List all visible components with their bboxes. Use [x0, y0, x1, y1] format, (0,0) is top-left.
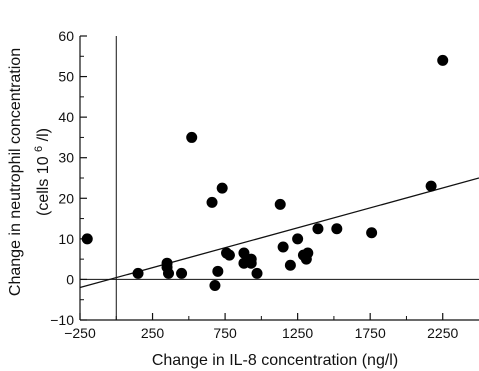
data-point	[245, 257, 257, 269]
y-tick-label: 30	[58, 150, 74, 166]
data-point	[312, 223, 324, 235]
y-axis-title-line1: Change in neutrophil concentration	[7, 48, 24, 296]
data-point	[331, 223, 343, 235]
x-tick-label: −250	[64, 325, 96, 341]
x-tick-label: 1750	[355, 325, 386, 341]
data-point	[366, 227, 378, 239]
x-axis-title: Change in IL-8 concentration (ng/l)	[152, 352, 398, 369]
data-point	[284, 259, 296, 271]
y-tick-label: 10	[58, 231, 74, 247]
y-tick-label: 20	[58, 190, 74, 206]
y-axis-unit-post: /l)	[35, 128, 52, 141]
data-point	[209, 280, 221, 292]
data-point	[277, 241, 289, 253]
y-axis-title: Change in neutrophil concentration (cell…	[7, 48, 52, 296]
data-point	[132, 267, 144, 279]
data-point	[81, 233, 93, 245]
y-tick-label: 60	[58, 28, 74, 44]
data-point	[238, 247, 250, 259]
x-tick-label: 750	[213, 325, 237, 341]
data-point	[176, 267, 188, 279]
y-tick-label: 50	[58, 69, 74, 85]
x-tick-label: 1250	[282, 325, 313, 341]
data-point	[425, 180, 437, 192]
y-tick-label: 0	[66, 271, 74, 287]
data-point	[163, 267, 175, 279]
y-axis-unit-pre: (cells 10	[35, 156, 52, 216]
x-tick-label: 2250	[427, 325, 458, 341]
regression-line	[79, 177, 479, 289]
data-point	[302, 247, 314, 259]
data-point	[212, 265, 224, 277]
data-point	[206, 196, 218, 208]
data-point	[223, 249, 235, 261]
y-axis-unit-sup: 6	[33, 146, 45, 152]
x-tick-label: 250	[141, 325, 165, 341]
data-point	[437, 54, 449, 66]
data-point	[216, 182, 228, 194]
data-point	[186, 131, 198, 143]
data-point	[251, 267, 263, 279]
data-point	[292, 233, 304, 245]
y-tick-label: −10	[50, 312, 74, 328]
y-axis-title-line2: (cells 10 6 /l)	[29, 128, 52, 216]
data-point	[274, 198, 286, 210]
y-tick-label: 40	[58, 109, 74, 125]
